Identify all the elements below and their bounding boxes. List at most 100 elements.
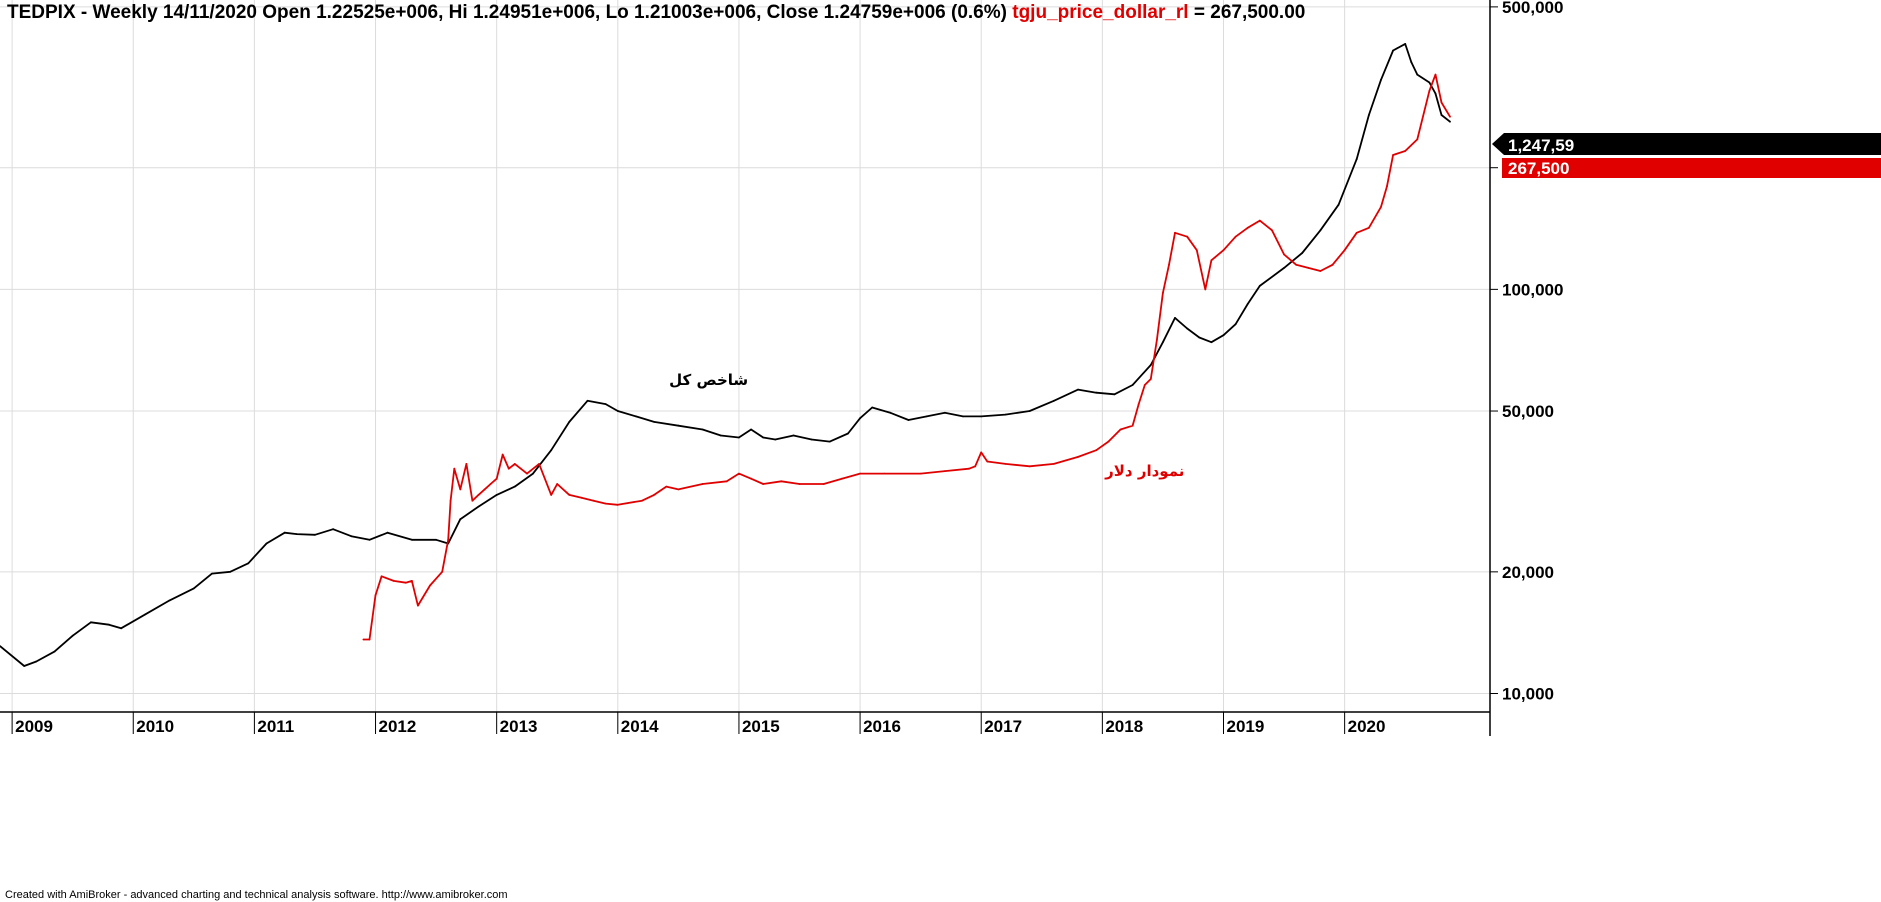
data-point (1258, 285, 1261, 287)
last-value-badge-dollar (1502, 158, 1881, 178)
chart-header: TEDPIX - Weekly 14/11/2020 Open 1.22525e… (7, 2, 1305, 24)
data-point (980, 451, 983, 454)
data-point (501, 453, 504, 456)
data-point (653, 494, 655, 496)
data-point (944, 470, 946, 472)
data-point (362, 638, 365, 641)
data-point (762, 483, 765, 485)
data-point (1410, 61, 1413, 63)
data-point (1449, 120, 1451, 123)
data-point (1416, 138, 1419, 141)
x-tick-label: 2010 (136, 717, 174, 736)
data-point (1246, 303, 1249, 305)
data-point (538, 463, 540, 465)
data-point (1319, 270, 1322, 272)
x-tick-label: 2012 (379, 717, 417, 736)
header-overlay-value: = 267,500.00 (1193, 2, 1306, 23)
data-point (798, 483, 801, 485)
data-point (1283, 253, 1285, 256)
data-point (247, 562, 250, 565)
data-point (1392, 154, 1394, 156)
data-point (1149, 378, 1152, 380)
data-point (429, 584, 431, 587)
data-point (1380, 206, 1382, 208)
data-point (750, 428, 752, 431)
data-point (1428, 81, 1431, 84)
data-point (1222, 334, 1225, 337)
data-point (459, 518, 462, 521)
data-point (780, 480, 783, 483)
data-point (604, 502, 607, 505)
data-point (1386, 185, 1388, 188)
data-point (392, 580, 395, 582)
data-point (90, 621, 92, 624)
data-point (211, 572, 213, 575)
data-point (1113, 393, 1116, 396)
data-point (1434, 73, 1437, 76)
data-point (71, 634, 74, 637)
series-line (363, 73, 1451, 641)
x-tick-label: 2018 (1105, 717, 1143, 736)
series-line (0, 43, 1451, 667)
data-point (980, 415, 983, 418)
data-point (192, 587, 195, 590)
data-point (1095, 449, 1098, 452)
data-point (1053, 399, 1055, 402)
data-point (368, 538, 371, 541)
data-point (471, 499, 474, 502)
data-point (653, 421, 655, 423)
header-main: TEDPIX - Weekly 14/11/2020 Open 1.22525e… (7, 2, 1007, 23)
data-point (23, 665, 26, 667)
axes (0, 0, 1491, 736)
data-point (453, 467, 456, 470)
data-point (1077, 456, 1079, 458)
y-tick-label: 500,000 (1502, 0, 1563, 17)
data-point (1331, 263, 1334, 266)
data-point (1168, 263, 1170, 266)
data-point (719, 434, 722, 437)
data-point (665, 485, 668, 488)
data-point (53, 650, 56, 653)
annotation-label: نمودار دلار (1104, 462, 1184, 480)
data-point (1392, 49, 1394, 52)
data-point (1095, 391, 1098, 394)
header-overlay-name: tgju_price_dollar_rl (1012, 2, 1189, 23)
data-point (1404, 43, 1407, 45)
data-point (1119, 428, 1122, 431)
data-point (616, 503, 619, 506)
data-point (1283, 267, 1285, 269)
data-point (295, 533, 298, 535)
y-tick-label: 10,000 (1502, 685, 1554, 704)
data-point (1343, 249, 1346, 252)
data-point (144, 613, 147, 616)
data-point (404, 581, 407, 584)
data-point (859, 417, 861, 420)
data-point (495, 494, 498, 496)
data-point (1131, 384, 1134, 386)
data-point (35, 660, 38, 663)
data-point (1137, 403, 1140, 405)
data-point (641, 499, 643, 502)
data-point (513, 485, 516, 488)
data-point (750, 477, 752, 480)
data-point (889, 411, 892, 414)
data-point (1434, 92, 1437, 95)
data-point (1198, 336, 1201, 339)
data-point (513, 463, 516, 465)
x-tick-label: 2014 (621, 717, 659, 736)
data-point (677, 424, 680, 427)
data-point (1440, 101, 1443, 104)
data-point (1004, 413, 1007, 416)
last-value-text: 1,247,59 (1508, 136, 1574, 155)
data-point (1149, 364, 1152, 366)
data-point (374, 594, 377, 597)
annotation-label: شاخص کل (669, 371, 748, 389)
data-point (550, 494, 553, 496)
x-tick-label: 2011 (257, 717, 294, 736)
data-point (568, 421, 571, 423)
data-point (962, 415, 964, 418)
data-point (592, 499, 595, 502)
data-point (465, 463, 468, 465)
